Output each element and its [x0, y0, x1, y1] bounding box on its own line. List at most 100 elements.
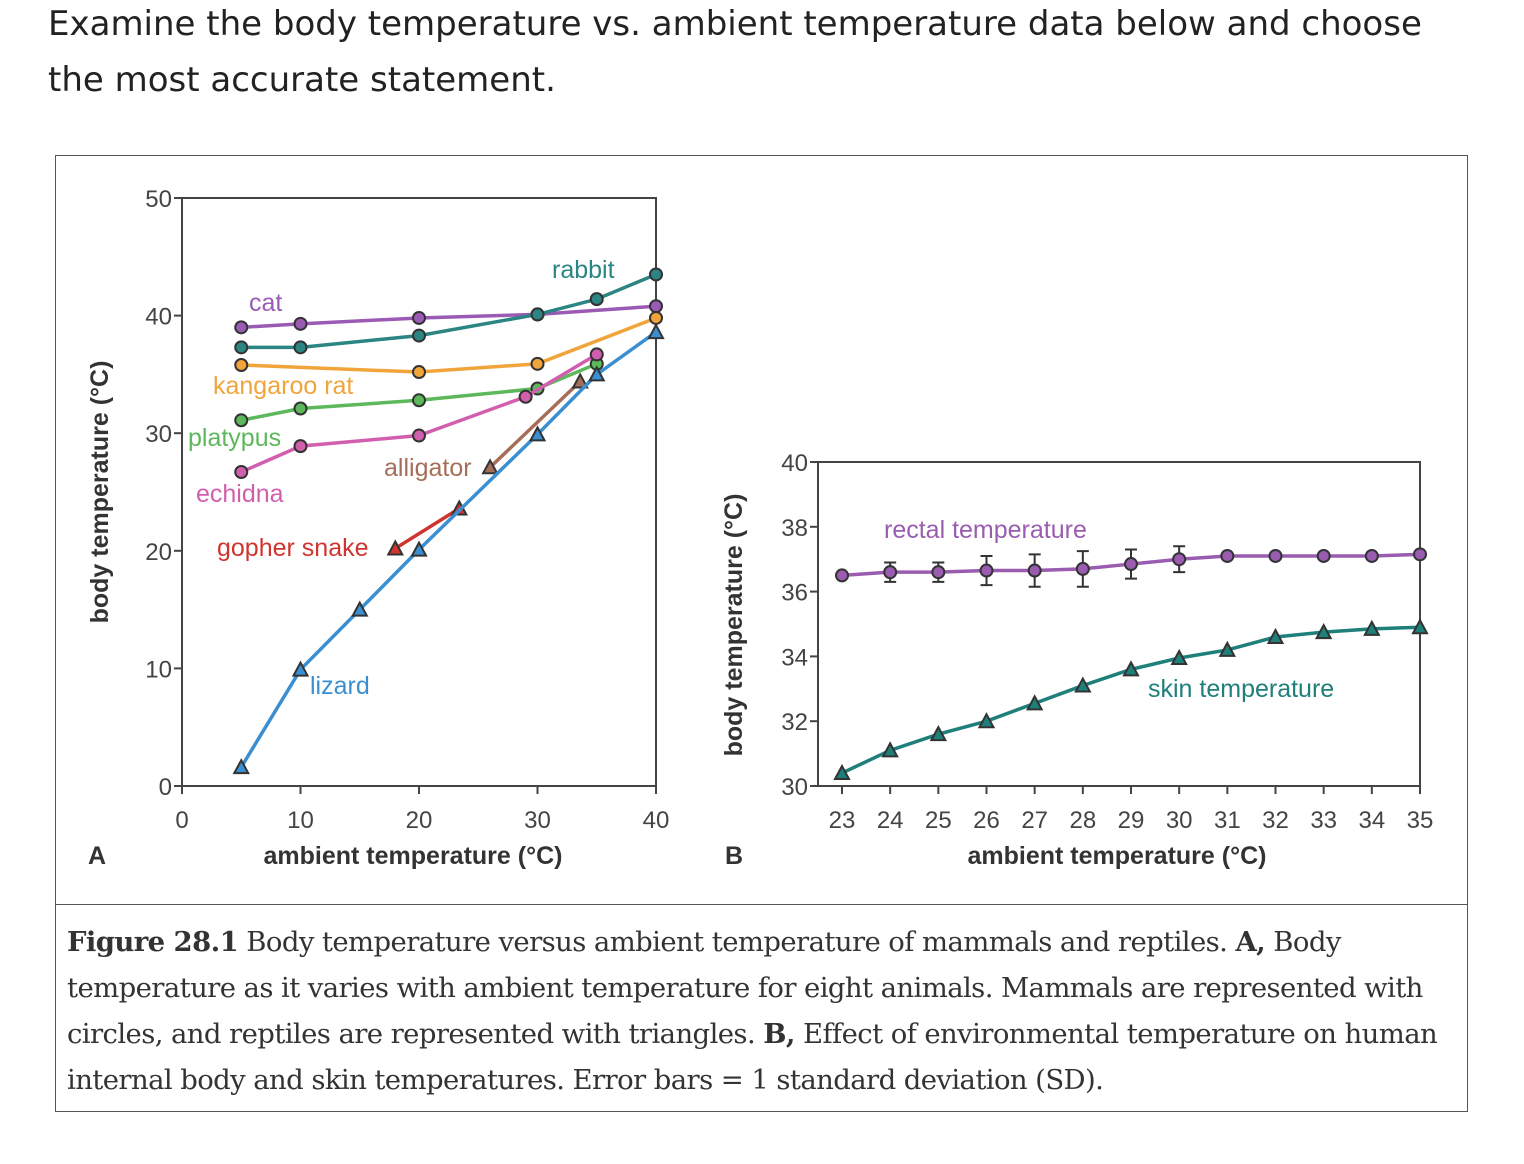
data-point-circle — [649, 299, 663, 314]
data-point-circle — [649, 310, 663, 325]
x-tick-label: 35 — [1407, 807, 1434, 834]
series-label-lizard: lizard — [310, 672, 370, 700]
chart-panel-b: 23 24 25 26 27 28 29 30 31 32 33 34 35 30 32 34 36 38 40 am… — [720, 450, 1433, 870]
data-point-triangle — [1266, 627, 1285, 644]
series-label-echidna: echidna — [196, 480, 284, 508]
series-kangaroo-rat: kangaroo rat — [213, 310, 663, 400]
data-point-triangle — [647, 322, 665, 340]
data-point-circle — [412, 428, 426, 443]
y-axis-title: body temperature (°C) — [720, 494, 748, 757]
data-point-circle — [931, 565, 946, 580]
chart-panel-a: 0 10 20 30 40 0 10 20 30 40 50 ambient temperature … — [86, 186, 669, 870]
caption-figure-label: Figure 28.1 — [67, 926, 239, 958]
x-tick-label: 26 — [973, 807, 1000, 834]
y-tick-label: 34 — [781, 644, 808, 671]
x-tick-label: 28 — [1069, 807, 1096, 834]
y-tick-label: 30 — [781, 774, 808, 801]
data-point-circle — [1413, 547, 1427, 562]
data-point-circle — [234, 357, 249, 372]
data-point-circle — [589, 347, 604, 362]
y-axis-title: body temperature (°C) — [86, 361, 114, 624]
x-tick-label: 20 — [406, 807, 433, 834]
data-point-triangle — [977, 712, 996, 729]
series-rabbit: rabbit — [234, 256, 663, 355]
data-point-circle — [412, 365, 426, 380]
data-point-circle — [883, 565, 898, 580]
series-skin-temperature: skin temperature — [833, 618, 1429, 781]
data-point-circle — [1316, 548, 1331, 563]
data-point-circle — [412, 393, 426, 408]
data-point-triangle — [1411, 618, 1429, 635]
data-point-circle — [234, 413, 249, 428]
data-point-circle — [412, 310, 426, 325]
y-tick-label: 40 — [781, 450, 808, 477]
x-tick-label: 27 — [1021, 807, 1048, 834]
x-tick-label: 10 — [287, 807, 314, 834]
x-tick-label: 31 — [1214, 807, 1241, 834]
data-point-triangle — [1122, 660, 1140, 677]
series-label-rabbit: rabbit — [552, 256, 615, 284]
plot-frame — [817, 461, 1421, 787]
data-point-circle — [234, 340, 249, 355]
data-point-triangle — [833, 763, 851, 781]
caption-text-3: Effect of environmental temperature on h… — [67, 1018, 1438, 1096]
y-tick-label: 10 — [145, 656, 172, 683]
x-tick-label: 30 — [1166, 807, 1193, 834]
y-tick-label: 30 — [145, 421, 172, 448]
y-tick-label: 40 — [145, 304, 172, 331]
y-tick-label: 50 — [145, 186, 172, 213]
data-point-circle — [1172, 552, 1187, 567]
question-text: Examine the body temperature vs. ambient… — [48, 4, 1422, 100]
x-tick-label: 30 — [524, 807, 551, 834]
figure-caption: Figure 28.1 Body temperature versus ambi… — [55, 904, 1468, 1112]
series-lizard: lizard — [232, 322, 665, 775]
figure-charts: 0 10 20 30 40 0 10 20 30 40 50 ambient temperature … — [86, 186, 1433, 870]
series-label-cat: cat — [249, 289, 282, 317]
figure-frame — [55, 155, 1468, 1112]
y-tick-label: 38 — [781, 515, 808, 542]
y-tick-label: 20 — [145, 539, 172, 566]
data-point-triangle — [929, 725, 948, 742]
series-line-kangaroo-rat — [241, 316, 657, 374]
series-line-gopher-snake — [394, 506, 461, 550]
x-tick-label: 24 — [877, 807, 904, 834]
caption-text-1: Body temperature versus ambient temperat… — [238, 926, 1236, 958]
series-platypus: platypus — [188, 356, 604, 452]
series-line-rabbit — [241, 272, 657, 350]
data-point-circle — [1027, 563, 1042, 578]
data-point-circle — [530, 307, 545, 322]
data-point-circle — [1075, 561, 1090, 576]
data-point-triangle — [481, 458, 499, 475]
x-tick-label: 23 — [829, 807, 856, 834]
data-point-circle — [518, 389, 533, 404]
data-point-triangle — [1025, 694, 1044, 711]
data-point-circle — [1364, 548, 1379, 563]
data-point-circle — [649, 267, 663, 282]
data-point-triangle — [1363, 619, 1381, 636]
data-point-triangle — [1218, 640, 1237, 657]
data-point-triangle — [351, 600, 369, 617]
data-point-triangle — [1314, 622, 1333, 640]
data-point-circle — [412, 328, 426, 343]
series-label-platypus: platypus — [188, 424, 281, 452]
y-tick-label: 32 — [781, 709, 808, 736]
data-point-circle — [530, 356, 545, 371]
data-point-circle — [835, 568, 849, 583]
x-axis-title: ambient temperature (°C) — [264, 842, 563, 870]
data-point-triangle — [881, 741, 899, 758]
data-point-triangle — [571, 372, 589, 389]
series-gopher-snake: gopher snake — [217, 499, 468, 562]
data-point-triangle — [588, 365, 606, 382]
x-tick-label: 33 — [1310, 807, 1337, 834]
data-point-triangle — [1074, 676, 1092, 693]
series-line-alligator — [488, 380, 582, 469]
x-tick-label: 34 — [1358, 807, 1385, 834]
x-tick-label: 32 — [1262, 807, 1289, 834]
data-point-triangle — [410, 540, 428, 557]
data-point-triangle — [386, 539, 404, 556]
data-point-circle — [589, 292, 604, 307]
series-label-kangaroo-rat: kangaroo rat — [213, 372, 353, 400]
data-point-circle — [234, 320, 249, 335]
x-axis-title: ambient temperature (°C) — [968, 842, 1267, 870]
y-tick-label: 36 — [781, 580, 808, 607]
